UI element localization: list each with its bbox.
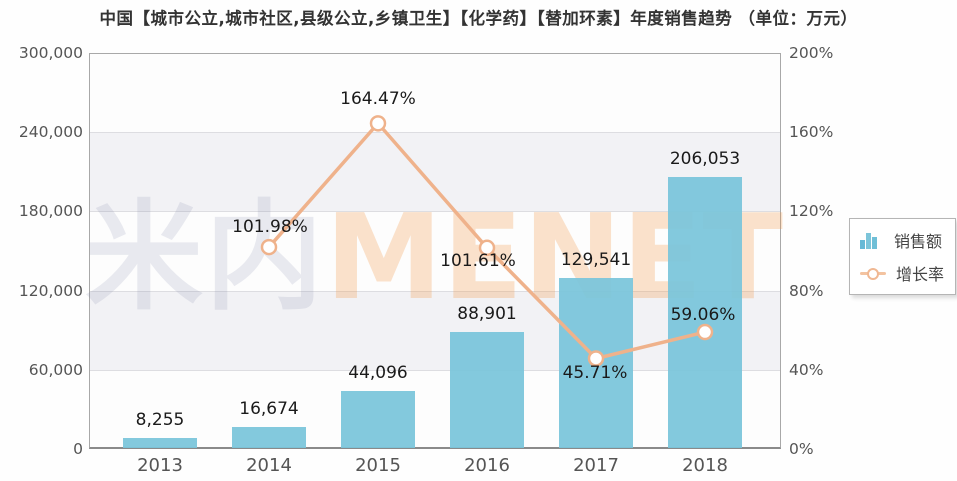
- plot-band: [90, 54, 780, 133]
- sales-bar-2015[interactable]: [341, 390, 415, 448]
- x-tick-label: 2013: [137, 455, 183, 476]
- y-tick-label-right: 160%: [789, 123, 834, 142]
- growth-value-label: 101.98%: [232, 217, 308, 238]
- y-tick-label-right: 120%: [789, 202, 834, 221]
- y-tick-label-right: 40%: [789, 360, 824, 379]
- bar-value-label: 16,674: [239, 398, 299, 419]
- bar-value-label: 129,541: [560, 250, 632, 270]
- growth-value-label: 59.06%: [670, 305, 736, 326]
- gridline: [90, 132, 780, 134]
- x-tick-label: 2017: [573, 455, 619, 476]
- legend-item-growth[interactable]: 增长率: [860, 261, 945, 285]
- chart-title: 中国【城市公立,城市社区,县级公立,乡镇卫生】【化学药】【替加环素】年度销售趋势…: [99, 9, 858, 28]
- y-tick-label-left: 240,000: [18, 123, 83, 142]
- y-tick-label-right: 0%: [789, 440, 814, 458]
- sales-bar-2014[interactable]: [232, 426, 306, 448]
- x-tick-label: 2014: [246, 455, 292, 476]
- growth-value-label: 101.61%: [440, 250, 516, 271]
- y-tick-label-left: 60,000: [28, 360, 83, 379]
- y-tick-label-right: 80%: [789, 281, 824, 300]
- legend-item-sales[interactable]: 销售额: [860, 228, 945, 252]
- x-tick-label: 2016: [464, 455, 510, 476]
- y-tick-label-left: 300,000: [18, 44, 83, 62]
- line-chart-icon: [860, 267, 886, 280]
- bar-value-label: 44,096: [348, 362, 408, 383]
- legend-sales-label: 销售额: [894, 232, 943, 251]
- y-tick-label-left: 0: [73, 440, 83, 458]
- growth-value-label: 164.47%: [340, 89, 416, 110]
- bar-value-label: 8,255: [135, 410, 185, 431]
- x-tick-label: 2018: [682, 455, 728, 476]
- x-tick-label: 2015: [355, 455, 401, 476]
- gridline: [90, 369, 780, 371]
- legend-growth-label: 增长率: [896, 265, 945, 284]
- y-tick-label-right: 200%: [789, 44, 834, 62]
- bar-chart-icon: [860, 231, 884, 249]
- y-tick-label-left: 120,000: [18, 281, 83, 300]
- legend: 销售额 增长率: [849, 218, 956, 295]
- bar-value-label: 88,901: [457, 303, 517, 324]
- sales-bar-2016[interactable]: [450, 331, 524, 448]
- bar-value-label: 206,053: [669, 149, 741, 169]
- y-tick-label-left: 180,000: [18, 202, 83, 221]
- sales-bar-2013[interactable]: [123, 438, 197, 448]
- growth-value-label: 45.71%: [562, 363, 628, 384]
